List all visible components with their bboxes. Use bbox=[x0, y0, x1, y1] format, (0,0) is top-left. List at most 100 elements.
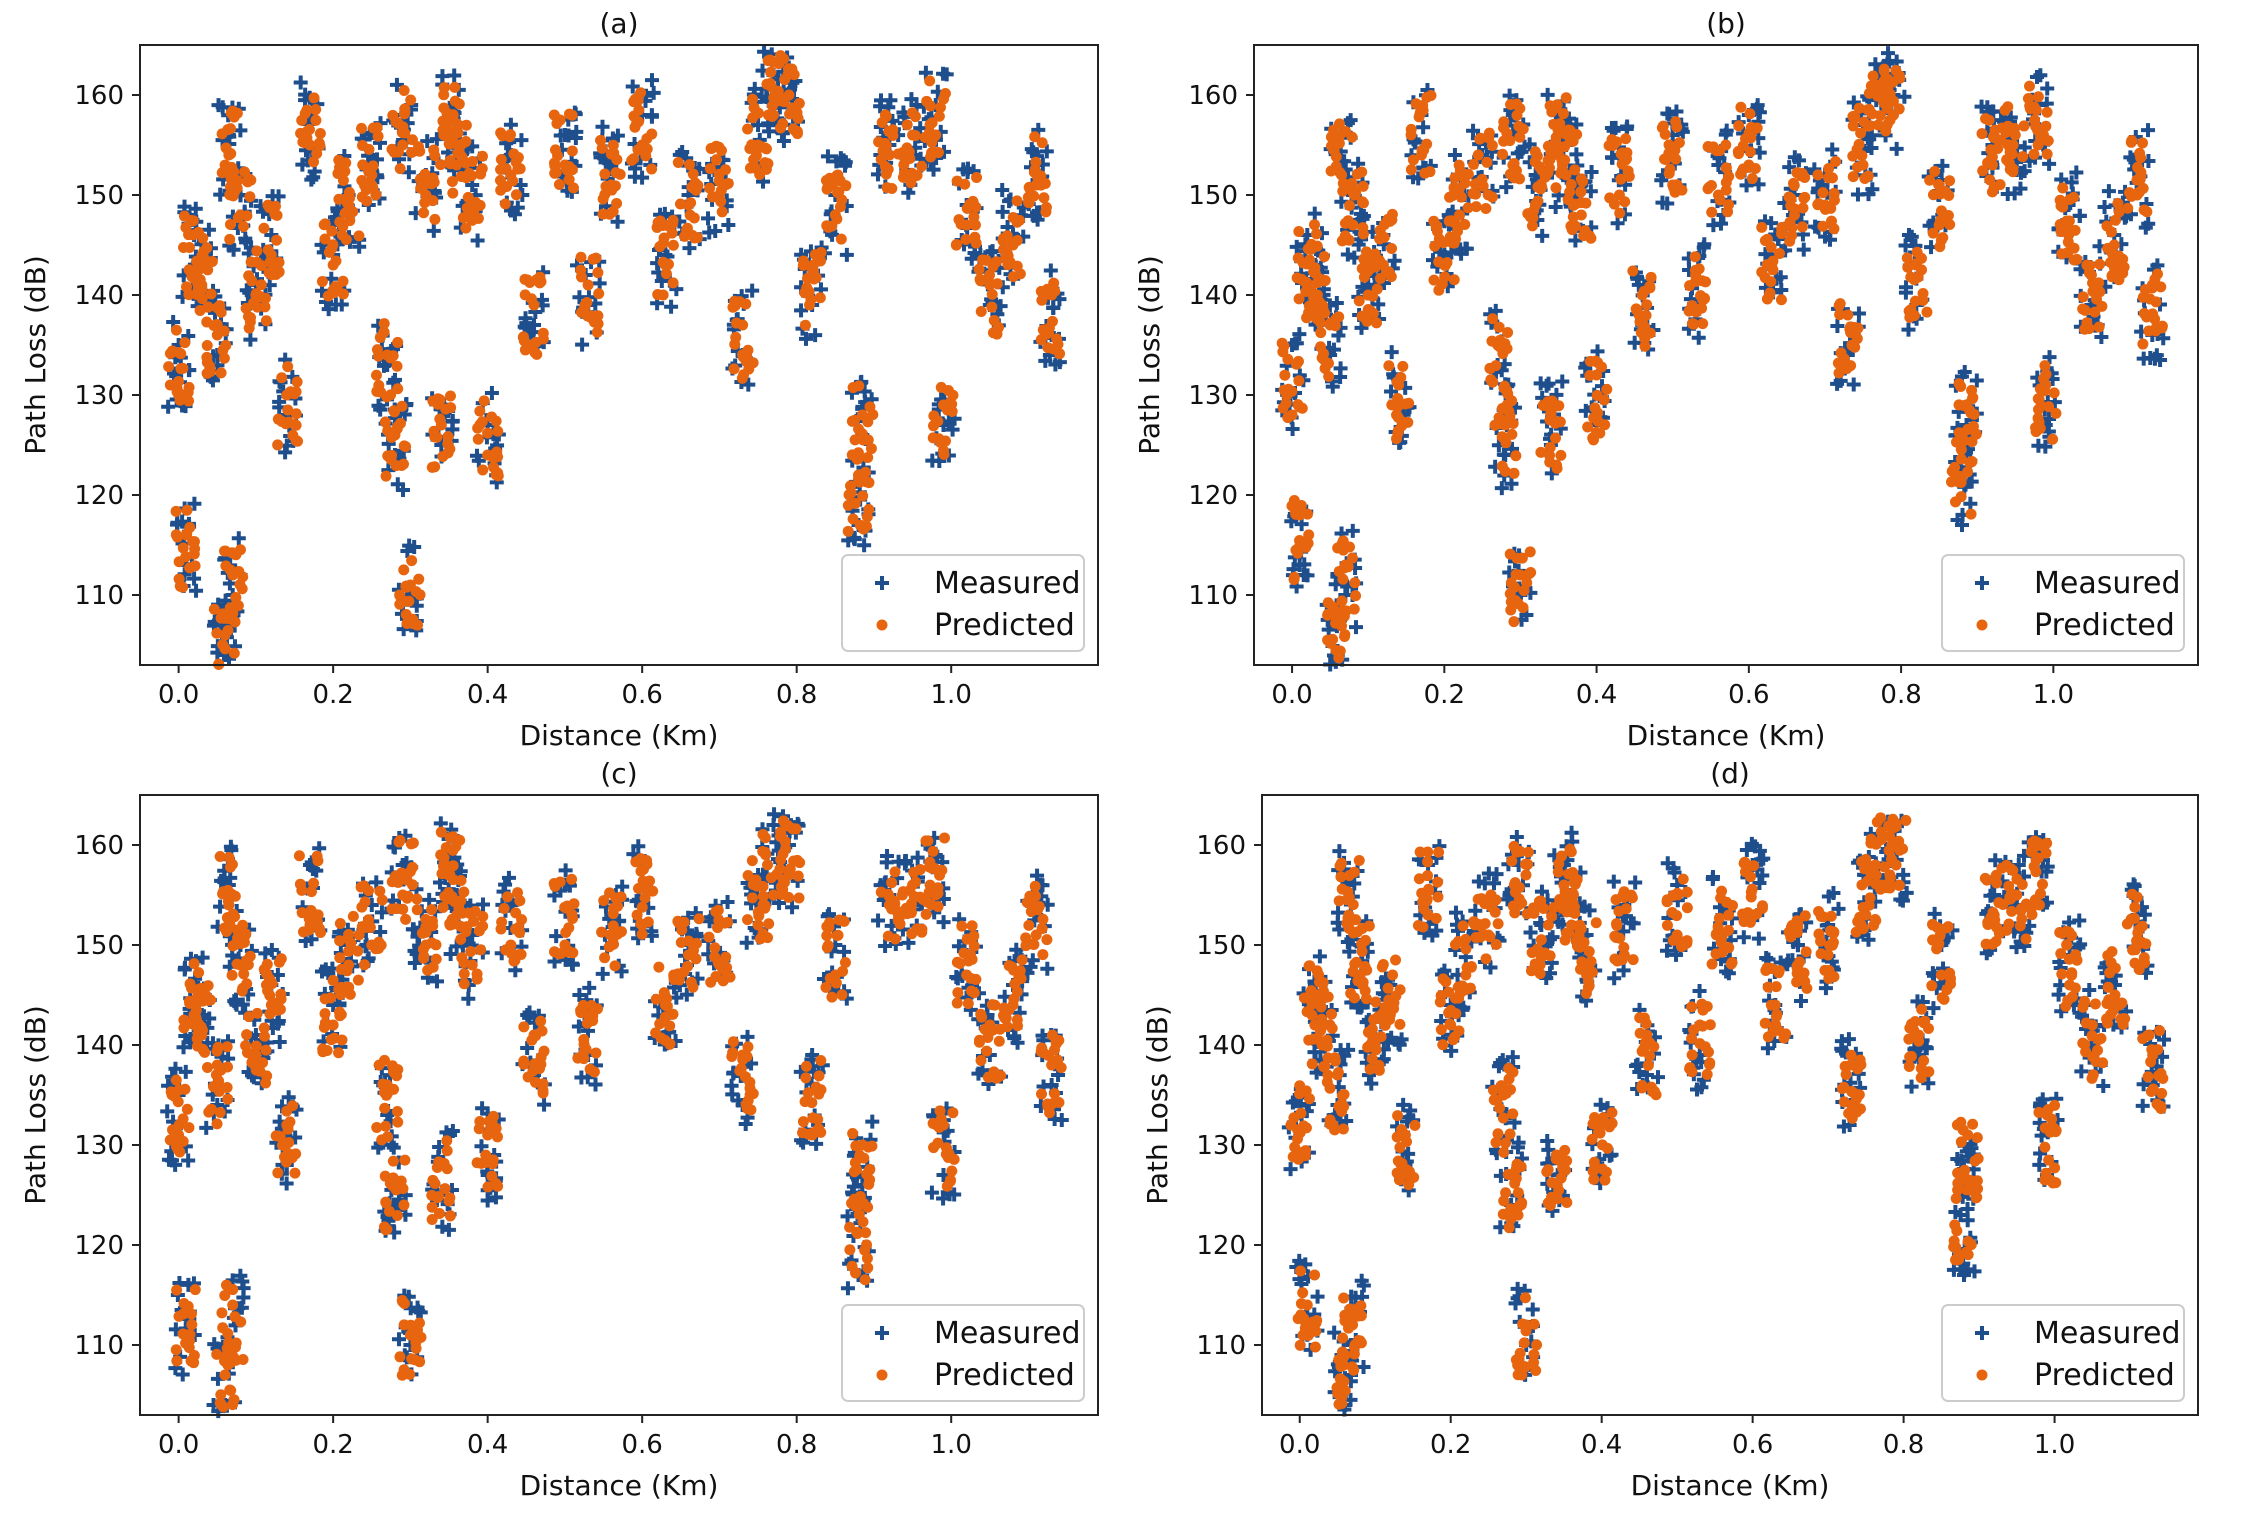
predicted-point bbox=[660, 268, 672, 280]
predicted-point bbox=[1428, 215, 1440, 227]
predicted-point bbox=[311, 850, 323, 862]
predicted-point bbox=[243, 270, 255, 282]
predicted-point bbox=[1046, 289, 1058, 301]
measured-point bbox=[595, 119, 610, 134]
predicted-point bbox=[173, 1129, 185, 1141]
measured-point bbox=[1466, 123, 1481, 138]
predicted-point bbox=[498, 902, 510, 914]
predicted-point bbox=[223, 149, 235, 161]
predicted-point bbox=[666, 227, 678, 239]
predicted-point bbox=[370, 369, 382, 381]
predicted-point bbox=[378, 318, 390, 330]
measured-point bbox=[189, 583, 204, 598]
predicted-point bbox=[356, 122, 368, 134]
predicted-point bbox=[363, 143, 375, 155]
predicted-point bbox=[930, 129, 942, 141]
predicted-point bbox=[272, 439, 284, 451]
predicted-point bbox=[217, 1401, 229, 1413]
predicted-point bbox=[294, 878, 306, 890]
predicted-point bbox=[1323, 370, 1335, 382]
predicted-point bbox=[1472, 149, 1484, 161]
predicted-point bbox=[304, 919, 316, 931]
predicted-point bbox=[737, 319, 749, 331]
predicted-point bbox=[460, 926, 472, 938]
predicted-point bbox=[505, 939, 517, 951]
measured-point bbox=[610, 214, 625, 229]
predicted-point bbox=[379, 1102, 391, 1114]
predicted-point bbox=[1878, 63, 1890, 75]
predicted-point bbox=[765, 66, 777, 78]
predicted-point bbox=[1542, 396, 1554, 408]
predicted-point bbox=[403, 595, 415, 607]
legend-predicted-label: Predicted bbox=[2034, 608, 2175, 643]
measured-point bbox=[721, 218, 736, 233]
predicted-point bbox=[815, 247, 827, 259]
predicted-point bbox=[1924, 174, 1936, 186]
predicted-point bbox=[223, 852, 235, 864]
predicted-point bbox=[389, 870, 401, 882]
predicted-point bbox=[214, 300, 226, 312]
predicted-point bbox=[749, 162, 761, 174]
predicted-point bbox=[482, 1181, 494, 1193]
predicted-point bbox=[942, 385, 954, 397]
predicted-point bbox=[1905, 304, 1917, 316]
predicted-point bbox=[230, 591, 242, 603]
x-tick-label: 0.4 bbox=[1576, 680, 1617, 710]
measured-point bbox=[762, 124, 777, 139]
predicted-point bbox=[566, 873, 578, 885]
measured-point bbox=[1039, 144, 1054, 159]
predicted-point bbox=[293, 850, 305, 862]
predicted-point bbox=[343, 199, 355, 211]
predicted-point bbox=[1357, 197, 1369, 209]
predicted-point bbox=[1493, 321, 1505, 333]
predicted-point bbox=[171, 1355, 183, 1367]
predicted-point bbox=[398, 564, 410, 576]
predicted-point bbox=[2083, 323, 2095, 335]
predicted-point bbox=[1399, 398, 1411, 410]
predicted-point bbox=[984, 279, 996, 291]
predicted-point bbox=[743, 363, 755, 375]
predicted-point bbox=[1371, 283, 1383, 295]
predicted-point bbox=[466, 170, 478, 182]
predicted-point bbox=[219, 629, 231, 641]
panel-title: (b) bbox=[1706, 7, 1746, 40]
predicted-point bbox=[407, 861, 419, 873]
predicted-point bbox=[633, 104, 645, 116]
predicted-point bbox=[400, 913, 412, 925]
predicted-point bbox=[1977, 165, 1989, 177]
predicted-point bbox=[1293, 375, 1305, 387]
predicted-point bbox=[1645, 271, 1657, 283]
predicted-point bbox=[886, 182, 898, 194]
predicted-point bbox=[2032, 412, 2044, 424]
predicted-point bbox=[567, 182, 579, 194]
predicted-point bbox=[887, 129, 899, 141]
predicted-point bbox=[449, 81, 461, 93]
predicted-point bbox=[1333, 137, 1345, 149]
predicted-point bbox=[204, 366, 216, 378]
measured-point bbox=[470, 233, 485, 248]
predicted-point bbox=[2096, 300, 2108, 312]
predicted-point bbox=[482, 427, 494, 439]
predicted-point bbox=[276, 1139, 288, 1151]
predicted-point bbox=[1636, 314, 1648, 326]
measured-point bbox=[1300, 568, 1315, 583]
predicted-point bbox=[1735, 101, 1747, 113]
predicted-point bbox=[437, 901, 449, 913]
predicted-point bbox=[290, 408, 302, 420]
predicted-point bbox=[916, 160, 928, 172]
predicted-point bbox=[1310, 228, 1322, 240]
predicted-point bbox=[475, 168, 487, 180]
legend-predicted-marker bbox=[1976, 619, 1988, 631]
predicted-point bbox=[1788, 179, 1800, 191]
predicted-point bbox=[1667, 179, 1679, 191]
predicted-point bbox=[2030, 422, 2042, 434]
predicted-point bbox=[420, 189, 432, 201]
predicted-point bbox=[2047, 433, 2059, 445]
predicted-point bbox=[2041, 148, 2053, 160]
predicted-point bbox=[517, 331, 529, 343]
predicted-point bbox=[218, 352, 230, 364]
predicted-point bbox=[360, 922, 372, 934]
predicted-point bbox=[389, 1179, 401, 1191]
predicted-point bbox=[879, 109, 891, 121]
predicted-point bbox=[2007, 139, 2019, 151]
